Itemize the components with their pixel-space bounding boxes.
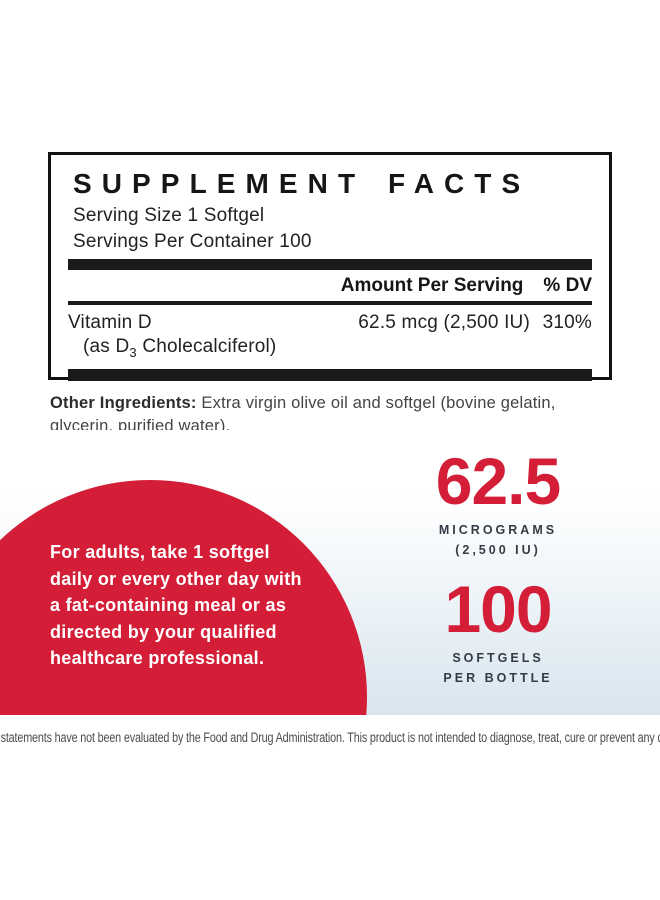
- facts-header-row: Amount Per Serving % DV: [68, 270, 592, 301]
- stat-value-softgels: 100: [444, 572, 552, 646]
- footer: *These statements have not been evaluate…: [0, 730, 660, 745]
- nutrient-row-vitamin-d: Vitamin D 62.5 mcg (2,500 IU) 310%: [68, 305, 592, 334]
- amount-per-serving-header: Amount Per Serving: [340, 275, 524, 296]
- directions-line: daily or every other day with: [50, 568, 302, 589]
- percent-dv-header: % DV: [543, 275, 592, 296]
- hero-section: For adults, take 1 softgel daily or ever…: [0, 430, 660, 715]
- directions-text: For adults, take 1 softgel daily or ever…: [50, 539, 330, 672]
- directions-line: healthcare professional.: [50, 648, 265, 668]
- nutrient-name: Vitamin D: [68, 312, 152, 333]
- stat-label-softgels: SOFTGELS PER BOTTLE: [385, 648, 611, 688]
- other-ingredients-label: Other Ingredients:: [50, 394, 197, 412]
- serving-size: Serving Size 1 Softgel: [73, 205, 265, 226]
- stat-label-line2: (2,500 IU): [455, 543, 541, 557]
- servings-per-container: Servings Per Container 100: [73, 231, 312, 252]
- stat-label-line2: PER BOTTLE: [443, 671, 553, 685]
- directions-line: For adults, take 1 softgel: [50, 542, 270, 562]
- supplement-facts-title: SUPPLEMENT FACTS: [73, 168, 531, 199]
- stat-softgels: 100 SOFTGELS PER BOTTLE: [385, 576, 611, 688]
- supplement-facts-panel: SUPPLEMENT FACTS Serving Size 1 Softgel …: [48, 152, 612, 381]
- nutrient-subname-post: Cholecalciferol): [136, 336, 277, 357]
- stat-label-micrograms: MICROGRAMS (2,500 IU): [385, 520, 611, 560]
- nutrient-subname: (as D3 Cholecalciferol): [83, 336, 592, 360]
- nutrient-dv: 310%: [542, 312, 592, 333]
- divider-bar-thick-bottom: [68, 368, 592, 381]
- stat-value-micrograms: 62.5: [435, 444, 561, 518]
- nutrient-subname-subscript: 3: [129, 344, 137, 360]
- directions-line: a fat-containing meal or as: [50, 595, 287, 615]
- stat-label-line1: SOFTGELS: [452, 651, 544, 665]
- nutrient-subname-pre: (as D: [83, 336, 130, 357]
- directions-line: directed by your qualified: [50, 621, 277, 642]
- footer-disclaimer: *These statements have not been evaluate…: [0, 730, 660, 745]
- nutrient-amount: 62.5 mcg (2,500 IU): [358, 312, 530, 333]
- divider-bar-thick-top: [68, 259, 592, 270]
- divider-bar-thin: [68, 301, 592, 305]
- stat-label-line1: MICROGRAMS: [438, 523, 558, 537]
- stat-micrograms: 62.5 MICROGRAMS (2,500 IU): [385, 448, 611, 560]
